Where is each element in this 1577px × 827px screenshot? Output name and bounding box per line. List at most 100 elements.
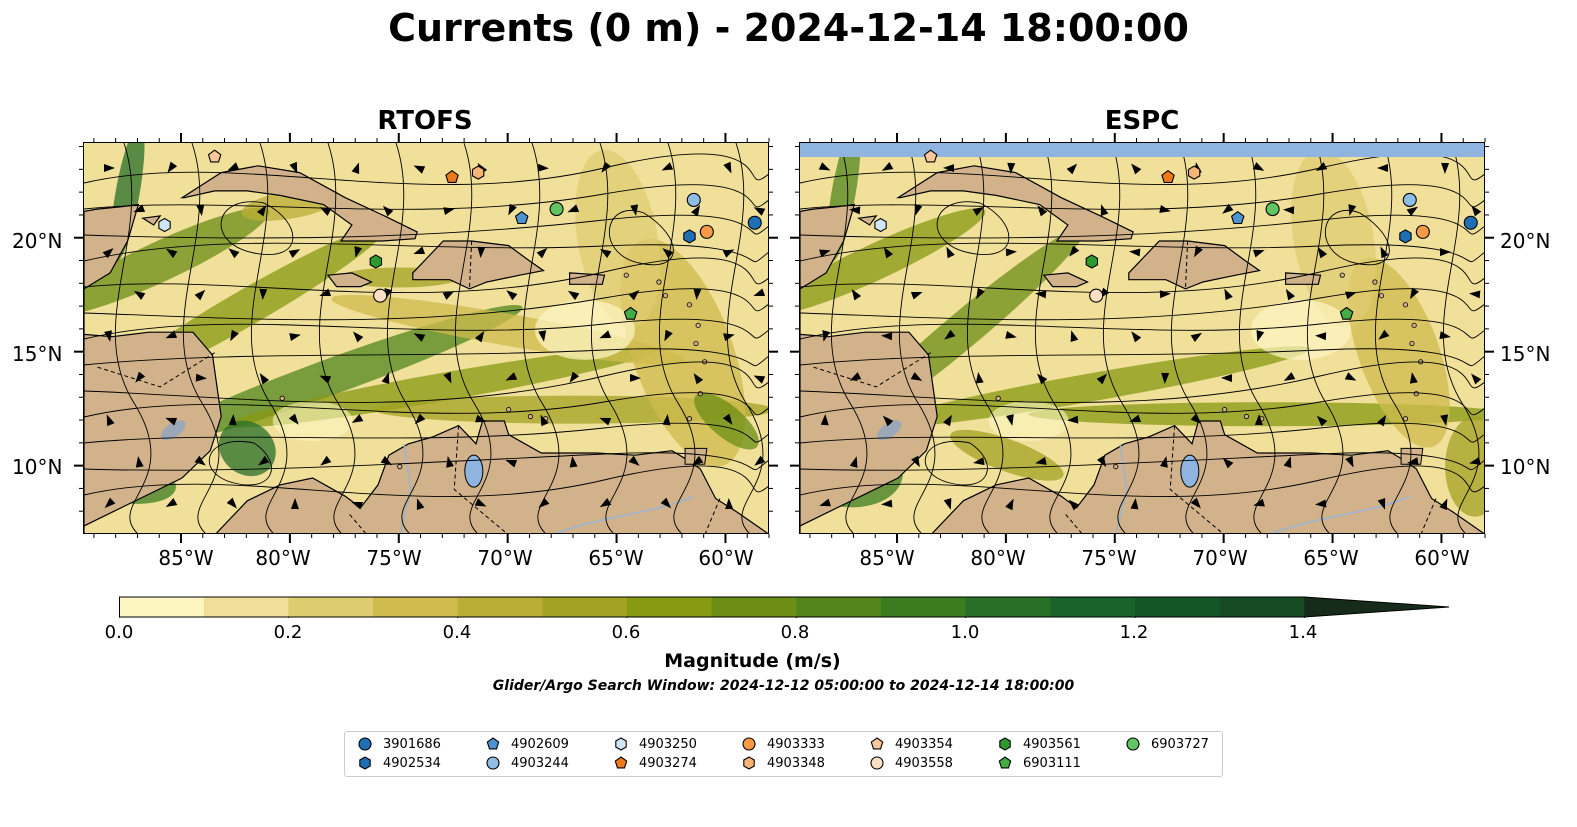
legend-label: 4903561 [1023,736,1081,752]
x-tick-label: 60°W [698,546,754,570]
colorbar-tick-label: 0.0 [104,622,134,643]
legend-marker-icon [999,737,1011,751]
legend-item: 4902534 [357,755,441,771]
panel-title-espc: ESPC [1104,106,1180,136]
legend-item: 4903348 [741,755,825,771]
legend-label: 6903111 [1023,755,1081,771]
float-marker-6903111[interactable] [1339,306,1354,320]
legend-marker-icon [742,737,756,751]
float-marker-4903250[interactable] [874,217,887,233]
float-marker-4903274[interactable] [445,170,459,183]
float-marker-6903727[interactable] [1265,202,1280,217]
float-marker-4903274[interactable] [1161,170,1175,183]
map-rtofs [84,143,768,533]
figure-title: Currents (0 m) - 2024-12-14 18:00:00 [388,6,1189,50]
legend-marker-icon [359,756,371,770]
float-marker-4903558[interactable] [1089,288,1104,303]
legend-item: 6903111 [997,755,1081,771]
colorbar-tick-label: 1.4 [1288,622,1318,643]
y-tick-label: 10°N [1500,455,1551,479]
float-marker-4903558[interactable] [373,288,388,303]
colorbar-tick-label: 0.6 [611,622,641,643]
map-panel-espc[interactable] [799,142,1485,534]
axes-ticks [74,133,1494,543]
legend-marker-icon [614,756,628,769]
colorbar-label: Magnitude (m/s) [664,650,841,672]
float-marker-4902534[interactable] [1399,229,1412,244]
float-marker-3901686[interactable] [1463,215,1478,230]
float-marker-4902609[interactable] [1230,211,1245,225]
float-marker-6903727[interactable] [549,202,564,217]
map-panel-rtofs[interactable] [83,142,769,534]
x-tick-label: 60°W [1414,546,1470,570]
float-marker-4903348[interactable] [1187,165,1201,180]
legend-item: 4903561 [997,736,1081,752]
legend-item: 4903354 [869,736,953,752]
legend-marker-icon [1126,737,1140,751]
y-tick-label: 20°N [12,229,63,253]
x-tick-label: 85°W [158,546,214,570]
float-marker-4903348[interactable] [471,165,485,180]
legend-label: 4903250 [639,736,697,752]
float-marker-4902609[interactable] [514,211,529,225]
legend-label: 4903274 [639,755,697,771]
x-tick-label: 80°W [255,546,311,570]
float-marker-4903333[interactable] [1415,224,1430,239]
legend-label: 6903727 [1151,736,1209,752]
x-tick-label: 70°W [477,546,533,570]
x-tick-label: 70°W [1192,546,1248,570]
legend-label: 4902609 [511,736,569,752]
colorbar-tick-label: 0.2 [273,622,303,643]
search-window-caption: Glider/Argo Search Window: 2024-12-12 05… [492,678,1075,694]
panel-title-rtofs: RTOFS [377,106,473,136]
y-tick-label: 15°N [12,342,63,366]
legend-marker-icon [998,756,1012,769]
float-marker-4903354[interactable] [923,149,938,163]
legend-item: 4903250 [613,736,697,752]
legend-marker-icon [870,756,884,770]
float-marker-4903244[interactable] [686,192,701,208]
legend-item: 3901686 [357,736,441,752]
float-marker-3901686[interactable] [747,215,762,230]
x-tick-label: 80°W [970,546,1026,570]
legend-item: 4903274 [613,755,697,771]
legend: 3901686 4902534 4902609 4903244 4903250 49032… [344,731,1223,777]
legend-marker-icon [486,737,500,750]
legend-label: 4903348 [767,755,825,771]
colorbar-tick-label: 1.2 [1119,622,1149,643]
legend-label: 3901686 [383,736,441,752]
float-marker-4902534[interactable] [683,229,696,244]
legend-marker-icon [358,737,372,751]
float-marker-4903561[interactable] [1085,254,1099,269]
x-tick-label: 85°W [859,546,915,570]
legend-marker-icon [743,756,755,770]
legend-label: 4903244 [511,755,569,771]
float-marker-4903354[interactable] [207,149,222,163]
legend-marker-icon [486,756,500,770]
legend-item: 4903333 [741,736,825,752]
float-marker-4903250[interactable] [158,217,171,233]
legend-item: 6903727 [1125,736,1209,752]
legend-label: 4903558 [895,755,953,771]
legend-item: 4902609 [485,736,569,752]
legend-item: 4903558 [869,755,953,771]
float-marker-4903244[interactable] [1402,192,1417,208]
colorbar-tick-label: 1.0 [950,622,980,643]
float-marker-6903111[interactable] [623,306,638,320]
legend-marker-icon [615,737,627,751]
legend-label: 4903333 [767,736,825,752]
legend-item: 4903244 [485,755,569,771]
y-tick-label: 20°N [1500,229,1551,253]
legend-label: 4903354 [895,736,953,752]
legend-label: 4902534 [383,755,441,771]
colorbar-tick-label: 0.4 [442,622,472,643]
float-marker-4903561[interactable] [369,254,383,269]
colorbar-tick-label: 0.8 [780,622,810,643]
legend-marker-icon [870,737,884,750]
map-espc [800,143,1484,533]
float-marker-4903333[interactable] [699,224,714,239]
colorbar [119,596,1450,618]
y-tick-label: 15°N [1500,342,1551,366]
x-tick-label: 75°W [366,546,422,570]
y-tick-label: 10°N [12,455,63,479]
